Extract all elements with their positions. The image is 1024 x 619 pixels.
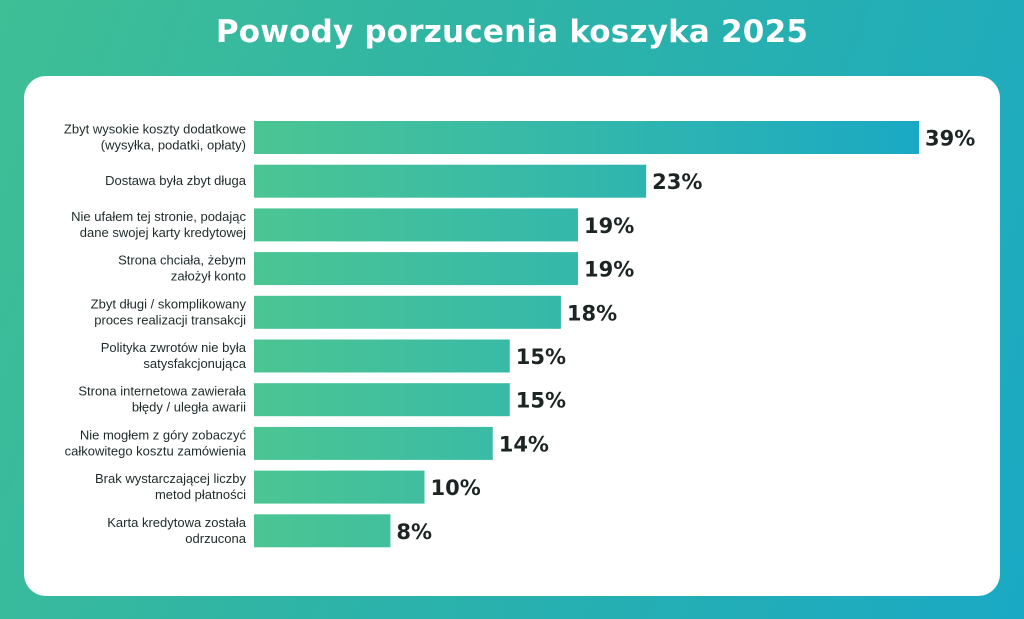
category-labels-group: Zbyt wysokie koszty dodatkowe (wysyłka, p… xyxy=(64,122,247,546)
category-label-line: Zbyt długi / skomplikowany xyxy=(91,296,247,311)
category-label-line: Karta kredytowa została xyxy=(107,515,247,530)
category-label-6: Polityka zwrotów nie była satysfakcjonują… xyxy=(101,340,247,371)
value-label-4: 19% xyxy=(584,258,634,282)
category-label-line: Strona internetowa zawierała xyxy=(78,384,246,399)
category-label-line: błędy / uległa awarii xyxy=(132,400,246,415)
category-label-line: Strona chciała, żebym xyxy=(118,253,246,268)
value-label-3: 19% xyxy=(584,214,634,238)
bar-9 xyxy=(254,470,425,504)
category-label-line: Nie mogłem z góry zobaczyć xyxy=(80,427,247,442)
value-labels-group: 39%23%19%19%18%15%15%14%10%8% xyxy=(396,127,975,544)
value-label-8: 14% xyxy=(499,432,549,456)
category-label-line: całkowitego kosztu zamówienia xyxy=(65,443,247,458)
category-label-4: Strona chciała, żebym założył konto xyxy=(118,253,246,284)
bar-10 xyxy=(254,514,391,548)
category-label-line: Zbyt wysokie koszty dodatkowe xyxy=(64,122,246,137)
category-label-7: Strona internetowa zawierała błędy / uleg… xyxy=(78,384,246,415)
category-label-line: proces realizacji transakcji xyxy=(94,312,246,327)
category-label-9: Brak wystarczającej liczby metod płatnośc… xyxy=(95,471,246,502)
bar-2 xyxy=(254,164,647,198)
category-label-1: Zbyt wysokie koszty dodatkowe (wysyłka, p… xyxy=(64,122,246,153)
value-label-6: 15% xyxy=(516,345,566,369)
category-label-line: założył konto xyxy=(171,269,246,284)
category-label-line: metod płatności xyxy=(155,487,246,502)
value-label-9: 10% xyxy=(431,476,481,500)
bar-chart: Zbyt wysokie koszty dodatkowe (wysyłka, p… xyxy=(64,121,975,548)
chart-card: Zbyt wysokie koszty dodatkowe (wysyłka, p… xyxy=(24,76,1000,596)
category-label-line: Dostawa była zbyt długa xyxy=(105,173,247,188)
value-label-10: 8% xyxy=(396,520,432,544)
bar-8 xyxy=(254,426,493,460)
bar-5 xyxy=(254,295,561,329)
category-label-line: odrzucona xyxy=(185,531,246,546)
chart-title: Powody porzucenia koszyka 2025 xyxy=(215,14,809,50)
bars-group xyxy=(254,121,919,548)
category-label-line: dane swojej karty kredytowej xyxy=(80,225,246,240)
category-label-line: Brak wystarczającej liczby xyxy=(95,471,246,486)
value-label-7: 15% xyxy=(516,389,566,413)
value-label-2: 23% xyxy=(652,170,702,194)
value-label-5: 18% xyxy=(567,301,617,325)
category-label-3: Nie ufałem tej stronie, podając dane swoj… xyxy=(71,209,246,240)
category-label-10: Karta kredytowa została odrzucona xyxy=(107,515,247,546)
bar-6 xyxy=(254,339,510,373)
bar-4 xyxy=(254,252,578,286)
value-label-1: 39% xyxy=(925,127,975,151)
category-label-5: Zbyt długi / skomplikowany proces realiza… xyxy=(91,296,247,327)
bar-1 xyxy=(254,121,919,154)
bar-7 xyxy=(254,383,510,417)
category-label-line: (wysyłka, podatki, opłaty) xyxy=(101,138,246,153)
bar-3 xyxy=(254,208,578,242)
category-label-line: Nie ufałem tej stronie, podając xyxy=(71,209,246,224)
category-label-line: Polityka zwrotów nie była xyxy=(101,340,247,355)
category-label-2: Dostawa była zbyt długa xyxy=(105,173,247,188)
category-label-line: satysfakcjonująca xyxy=(143,356,246,371)
category-label-8: Nie mogłem z góry zobaczyć całkowitego ko… xyxy=(65,427,247,458)
